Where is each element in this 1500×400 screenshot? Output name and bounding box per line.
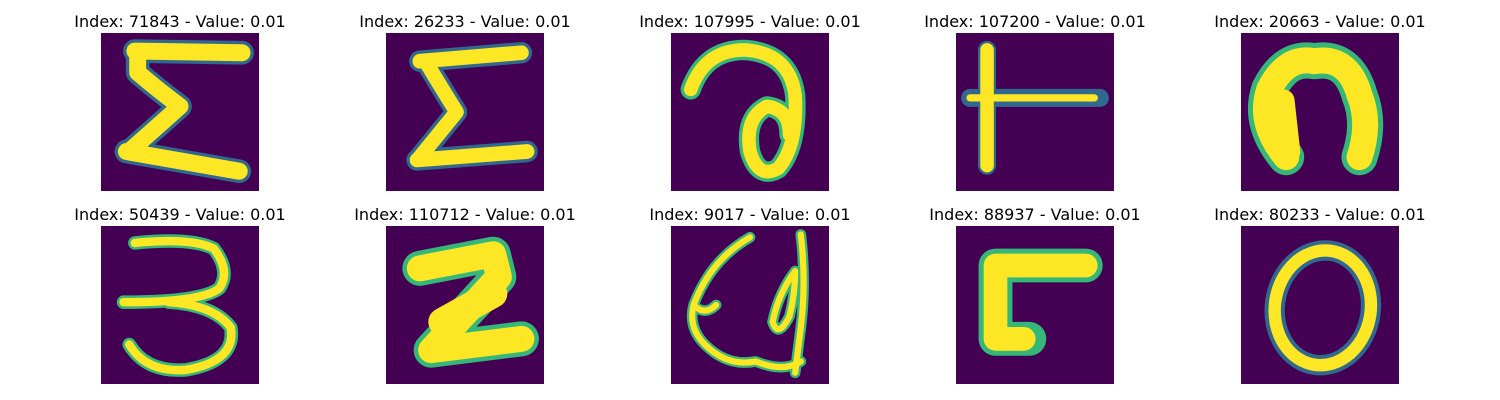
curl-a-shape-icon <box>671 33 829 191</box>
panel-title: Index: 50439 - Value: 0.01 <box>74 205 286 224</box>
panel-title: Index: 110712 - Value: 0.01 <box>354 205 576 224</box>
panel: Index: 107995 - Value: 0.01 <box>605 12 895 192</box>
panel-title: Index: 20663 - Value: 0.01 <box>1214 12 1426 31</box>
sigma-shape-icon <box>386 33 544 191</box>
panel-title: Index: 88937 - Value: 0.01 <box>929 205 1141 224</box>
panel-title: Index: 9017 - Value: 0.01 <box>649 205 851 224</box>
panel: Index: 50439 - Value: 0.01 <box>35 205 325 385</box>
panel: Index: 88937 - Value: 0.01 <box>890 205 1180 385</box>
panel: Index: 20663 - Value: 0.01 <box>1175 12 1465 192</box>
panel: Index: 107200 - Value: 0.01 <box>890 12 1180 192</box>
panel-title: Index: 107200 - Value: 0.01 <box>924 12 1146 31</box>
panel-title: Index: 80233 - Value: 0.01 <box>1214 205 1426 224</box>
three-shape-icon <box>101 226 259 384</box>
o-ring-shape-icon <box>1241 226 1399 384</box>
l-shape-icon <box>956 226 1114 384</box>
panel-title: Index: 26233 - Value: 0.01 <box>359 12 571 31</box>
arch-shape-icon <box>1241 33 1399 191</box>
panel: Index: 80233 - Value: 0.01 <box>1175 205 1465 385</box>
panel: Index: 71843 - Value: 0.01 <box>35 12 325 192</box>
loop-shape-icon <box>671 226 829 384</box>
panel-title: Index: 71843 - Value: 0.01 <box>74 12 286 31</box>
panel-title: Index: 107995 - Value: 0.01 <box>639 12 861 31</box>
panel: Index: 9017 - Value: 0.01 <box>605 205 895 385</box>
z-block-shape-icon <box>386 226 544 384</box>
panel: Index: 26233 - Value: 0.01 <box>320 12 610 192</box>
sigma-shape-icon <box>101 33 259 191</box>
panel: Index: 110712 - Value: 0.01 <box>320 205 610 385</box>
t-bar-shape-icon <box>956 33 1114 191</box>
